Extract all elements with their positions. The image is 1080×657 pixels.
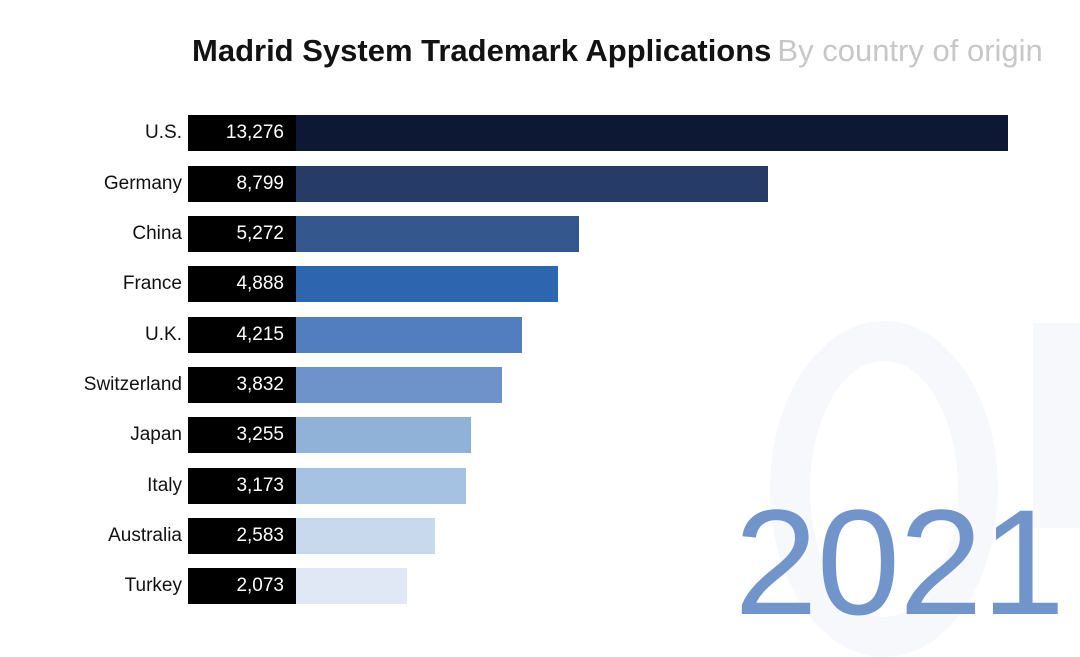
country-label: Japan — [130, 424, 182, 446]
country-label: Switzerland — [83, 373, 182, 395]
bar — [296, 417, 471, 454]
chart-header: Madrid System Trademark Applications By c… — [192, 33, 1043, 69]
bar-row: U.S. 13,276 — [0, 108, 1080, 158]
bar-row: Switzerland 3,832 — [0, 360, 1080, 410]
bar-row: Australia 2,583 — [0, 511, 1080, 561]
bar — [296, 366, 502, 403]
country-label: France — [122, 273, 182, 295]
bar — [296, 316, 522, 353]
value-box: 13,276 — [188, 115, 296, 152]
country-label: U.K. — [145, 323, 182, 345]
bar — [296, 165, 768, 202]
chart-title: Madrid System Trademark Applications — [192, 33, 772, 68]
bar — [296, 266, 558, 303]
watermark-ghost-digit-stem — [1033, 323, 1080, 528]
country-label: Turkey — [124, 575, 182, 597]
value-box: 3,173 — [188, 467, 296, 504]
bar-row: Germany 8,799 — [0, 158, 1080, 208]
value-box: 4,888 — [188, 266, 296, 303]
value-box: 5,272 — [188, 215, 296, 252]
bar — [296, 115, 1008, 152]
chart-canvas: Madrid System Trademark Applications By c… — [0, 33, 1080, 657]
bar-row: Japan 3,255 — [0, 410, 1080, 460]
value-box: 3,255 — [188, 417, 296, 454]
value-box: 2,583 — [188, 517, 296, 554]
bar — [296, 467, 466, 504]
bar-chart: U.S. 13,276 Germany 8,799 China 5,272 France 4,… — [0, 108, 1080, 611]
bar — [296, 568, 407, 605]
year-label: 2021 — [734, 478, 1065, 646]
bar-row: Turkey 2,073 — [0, 561, 1080, 611]
value-box: 4,215 — [188, 316, 296, 353]
country-label: China — [132, 222, 182, 244]
bar-row: France 4,888 — [0, 259, 1080, 309]
value-box: 3,832 — [188, 366, 296, 403]
country-label: U.S. — [145, 122, 182, 144]
bar — [296, 215, 579, 252]
bar-row: U.K. 4,215 — [0, 309, 1080, 359]
country-label: Australia — [108, 524, 182, 546]
value-box: 2,073 — [188, 568, 296, 605]
chart-subtitle: By country of origin — [777, 33, 1043, 68]
country-label: Germany — [103, 172, 182, 194]
bar-row: China 5,272 — [0, 209, 1080, 259]
value-box: 8,799 — [188, 165, 296, 202]
bar-row: Italy 3,173 — [0, 460, 1080, 510]
bar — [296, 517, 435, 554]
country-label: Italy — [147, 474, 182, 496]
